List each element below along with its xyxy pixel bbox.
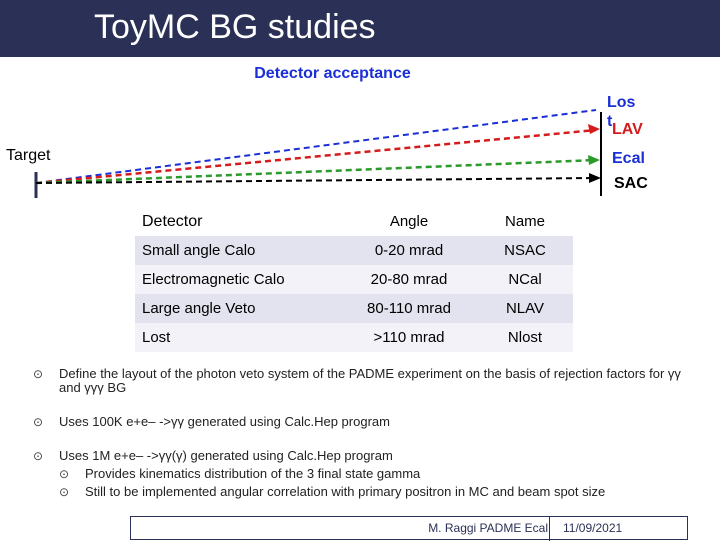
cell-detector: Large angle Veto (135, 294, 341, 323)
bullet-icon: ⊙ (33, 415, 44, 429)
footer: M. Raggi PADME Ecal 11/09/2021 (130, 516, 688, 541)
cell-name: NCal (477, 265, 573, 294)
lav-label: LAV (612, 121, 643, 138)
bullet-text: Define the layout of the photon veto sys… (59, 366, 681, 395)
lost-label: Los t (607, 94, 636, 130)
cell-name: NLAV (477, 294, 573, 323)
cell-angle: 20-80 mrad (341, 265, 477, 294)
cell-name: NSAC (477, 236, 573, 265)
sac-label: SAC (614, 175, 648, 192)
lav-ray (35, 128, 597, 185)
table-header-row: Detector Angle Name (135, 207, 573, 236)
sac-arrowhead (589, 173, 601, 183)
lav-arrowhead (588, 124, 600, 134)
cell-angle: >110 mrad (341, 323, 477, 352)
footer-date: 11/09/2021 (563, 521, 623, 535)
sub-bullet-text: Provides kinematics distribution of the … (85, 466, 421, 481)
cell-angle: 80-110 mrad (341, 294, 477, 323)
header-name: Name (477, 207, 573, 236)
cell-name: Nlost (477, 323, 573, 352)
table-row: Electromagnetic Calo 20-80 mrad NCal (135, 265, 573, 294)
bullet-item: ⊙ Define the layout of the photon veto s… (33, 367, 703, 395)
cell-detector: Electromagnetic Calo (135, 265, 341, 294)
table-row: Small angle Calo 0-20 mrad NSAC (135, 236, 573, 265)
table-row: Large angle Veto 80-110 mrad NLAV (135, 294, 573, 323)
subtitle: Detector acceptance (254, 65, 411, 82)
header-angle: Angle (341, 207, 477, 236)
sub-bullet-icon: ⊙ (59, 485, 70, 499)
bullet-icon: ⊙ (33, 367, 44, 381)
title-bar: ToyMC BG studies (0, 0, 720, 57)
footer-author: M. Raggi PADME Ecal (428, 521, 548, 535)
bullet-item: ⊙ Uses 100K e+e– ->γγ generated using Ca… (33, 414, 703, 430)
ecal-label: Ecal (612, 150, 645, 167)
sub-bullet-icon: ⊙ (59, 467, 70, 481)
detector-table: Detector Angle Name Small angle Calo 0-2… (135, 207, 573, 352)
bullet-list: ⊙ Define the layout of the photon veto s… (33, 367, 703, 501)
target-label: Target (6, 147, 51, 164)
ecal-ray (35, 158, 597, 185)
lost-ray (35, 109, 597, 184)
footer-divider (549, 517, 550, 541)
sub-bullet-item: ⊙ Provides kinematics distribution of th… (59, 465, 703, 483)
cell-detector: Lost (135, 323, 341, 352)
sac-ray (35, 177, 597, 184)
bullet-item: ⊙ Uses 1M e+e– ->γγ(γ) generated using C… (33, 448, 703, 464)
bullet-text: Uses 1M e+e– ->γγ(γ) generated using Cal… (59, 448, 393, 463)
slide-title: ToyMC BG studies (94, 8, 376, 46)
header-detector: Detector (135, 207, 341, 236)
cell-angle: 0-20 mrad (341, 236, 477, 265)
sub-bullet-item: ⊙ Still to be implemented angular correl… (59, 483, 703, 501)
bullet-icon: ⊙ (33, 449, 44, 463)
sub-bullet-text: Still to be implemented angular correlat… (85, 484, 606, 499)
cell-detector: Small angle Calo (135, 236, 341, 265)
table-row: Lost >110 mrad Nlost (135, 323, 573, 352)
bullet-text: Uses 100K e+e– ->γγ generated using Calc… (59, 414, 390, 429)
ecal-arrowhead (588, 155, 600, 165)
